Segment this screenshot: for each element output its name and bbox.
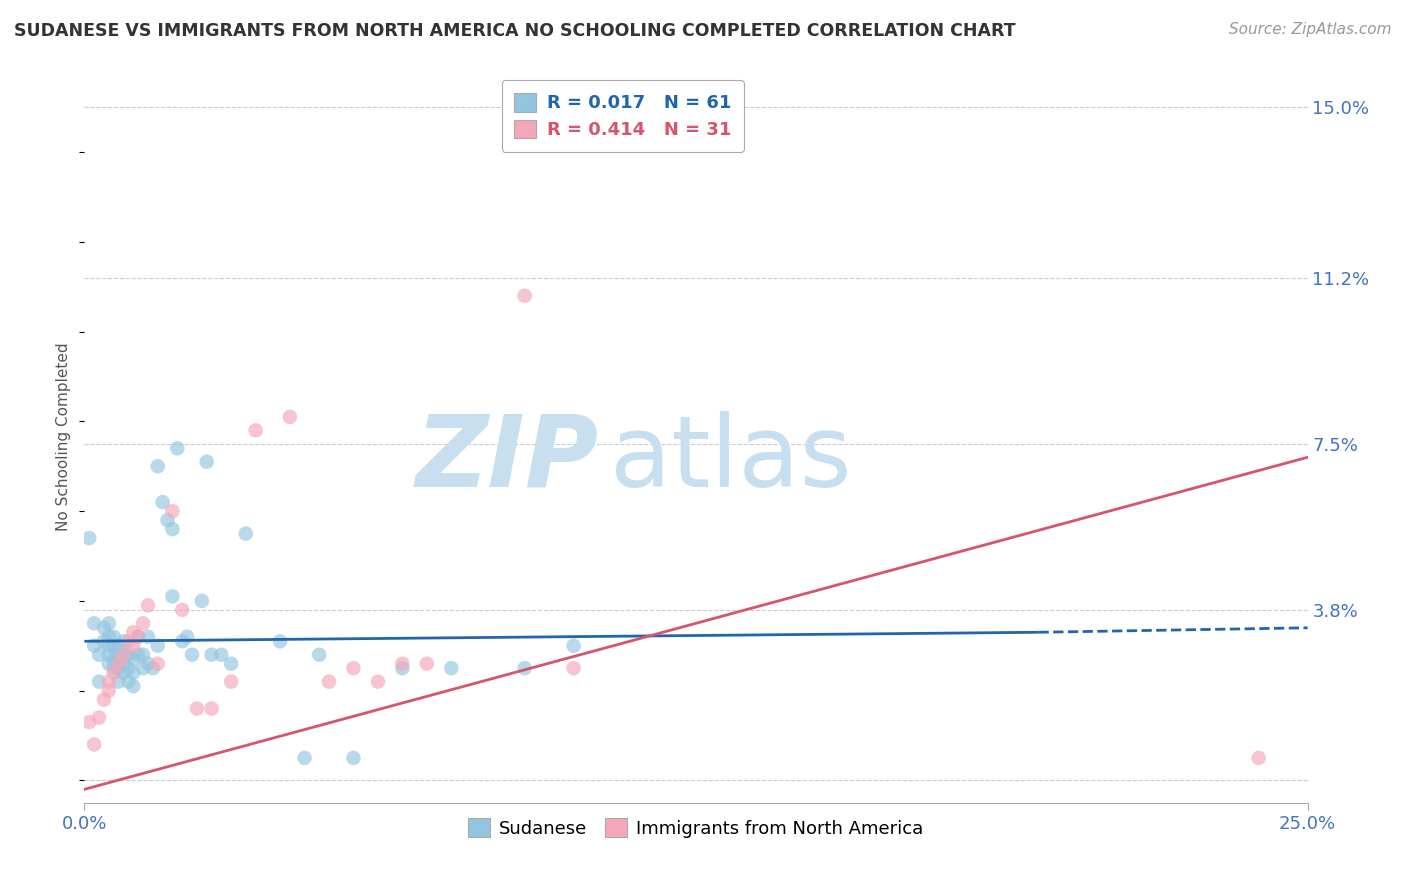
Point (97, 683, 120, 698)
Point (294, 751, 316, 765)
Point (127, 630, 149, 644)
Point (77, 531, 100, 545)
Point (122, 639, 145, 653)
Point (117, 634, 139, 648)
Point (97, 657, 120, 671)
Point (87, 674, 110, 689)
Point (416, 657, 439, 671)
Point (146, 657, 169, 671)
Point (112, 648, 135, 662)
Point (142, 661, 165, 675)
Point (136, 630, 159, 644)
Point (176, 630, 198, 644)
Point (87, 648, 110, 662)
Point (191, 594, 214, 608)
Text: ZIP: ZIP (415, 410, 598, 508)
Point (562, 639, 585, 653)
Point (162, 504, 184, 518)
Point (269, 634, 291, 648)
Point (117, 648, 139, 662)
Point (156, 513, 179, 527)
Point (391, 657, 413, 671)
Point (342, 661, 364, 675)
Point (513, 661, 536, 675)
Point (136, 599, 159, 613)
Point (122, 625, 145, 640)
Point (112, 634, 135, 648)
Point (200, 701, 222, 715)
Point (107, 661, 129, 675)
Point (103, 630, 125, 644)
Point (308, 648, 330, 662)
Point (112, 657, 135, 671)
Point (132, 616, 155, 631)
Point (97, 674, 120, 689)
Point (318, 674, 340, 689)
Point (132, 661, 155, 675)
Point (83, 616, 105, 631)
Point (93, 621, 115, 635)
Point (107, 639, 129, 653)
Point (132, 648, 155, 662)
Point (87, 710, 110, 724)
Point (107, 648, 129, 662)
Point (152, 495, 174, 509)
Legend: Sudanese, Immigrants from North America: Sudanese, Immigrants from North America (461, 811, 931, 845)
Point (146, 459, 169, 474)
Point (209, 648, 232, 662)
Point (278, 409, 301, 424)
Point (391, 661, 413, 675)
Point (186, 701, 208, 715)
Point (172, 603, 194, 617)
Point (440, 661, 463, 675)
Point (107, 657, 129, 671)
Point (136, 657, 159, 671)
Point (342, 751, 364, 765)
Point (103, 639, 125, 653)
Point (181, 648, 204, 662)
Point (513, 289, 536, 303)
Point (103, 665, 125, 680)
Point (117, 674, 139, 689)
Point (162, 522, 184, 536)
Point (200, 648, 222, 662)
Point (127, 648, 149, 662)
Point (367, 674, 389, 689)
Point (219, 674, 242, 689)
Point (122, 679, 145, 693)
Point (112, 648, 135, 662)
Point (93, 634, 115, 648)
Text: atlas: atlas (610, 410, 852, 508)
Point (219, 657, 242, 671)
Point (127, 630, 149, 644)
Point (97, 639, 120, 653)
Y-axis label: No Schooling Completed: No Schooling Completed (56, 343, 72, 532)
Point (77, 714, 100, 729)
Point (103, 661, 125, 675)
Point (122, 665, 145, 680)
Text: Source: ZipAtlas.com: Source: ZipAtlas.com (1229, 22, 1392, 37)
Point (122, 652, 145, 666)
Point (146, 639, 169, 653)
Point (235, 526, 257, 541)
Point (107, 674, 129, 689)
Point (166, 442, 188, 456)
Point (97, 630, 120, 644)
Point (195, 455, 218, 469)
Point (97, 648, 120, 662)
Point (83, 639, 105, 653)
Point (97, 616, 120, 631)
Point (245, 423, 267, 437)
Point (562, 661, 585, 675)
Text: SUDANESE VS IMMIGRANTS FROM NORTH AMERICA NO SCHOOLING COMPLETED CORRELATION CHA: SUDANESE VS IMMIGRANTS FROM NORTH AMERIC… (14, 22, 1015, 40)
Point (1247, 751, 1270, 765)
Point (93, 692, 115, 706)
Point (117, 661, 139, 675)
Point (112, 665, 135, 680)
Point (83, 738, 105, 752)
Point (103, 652, 125, 666)
Point (172, 634, 194, 648)
Point (162, 590, 184, 604)
